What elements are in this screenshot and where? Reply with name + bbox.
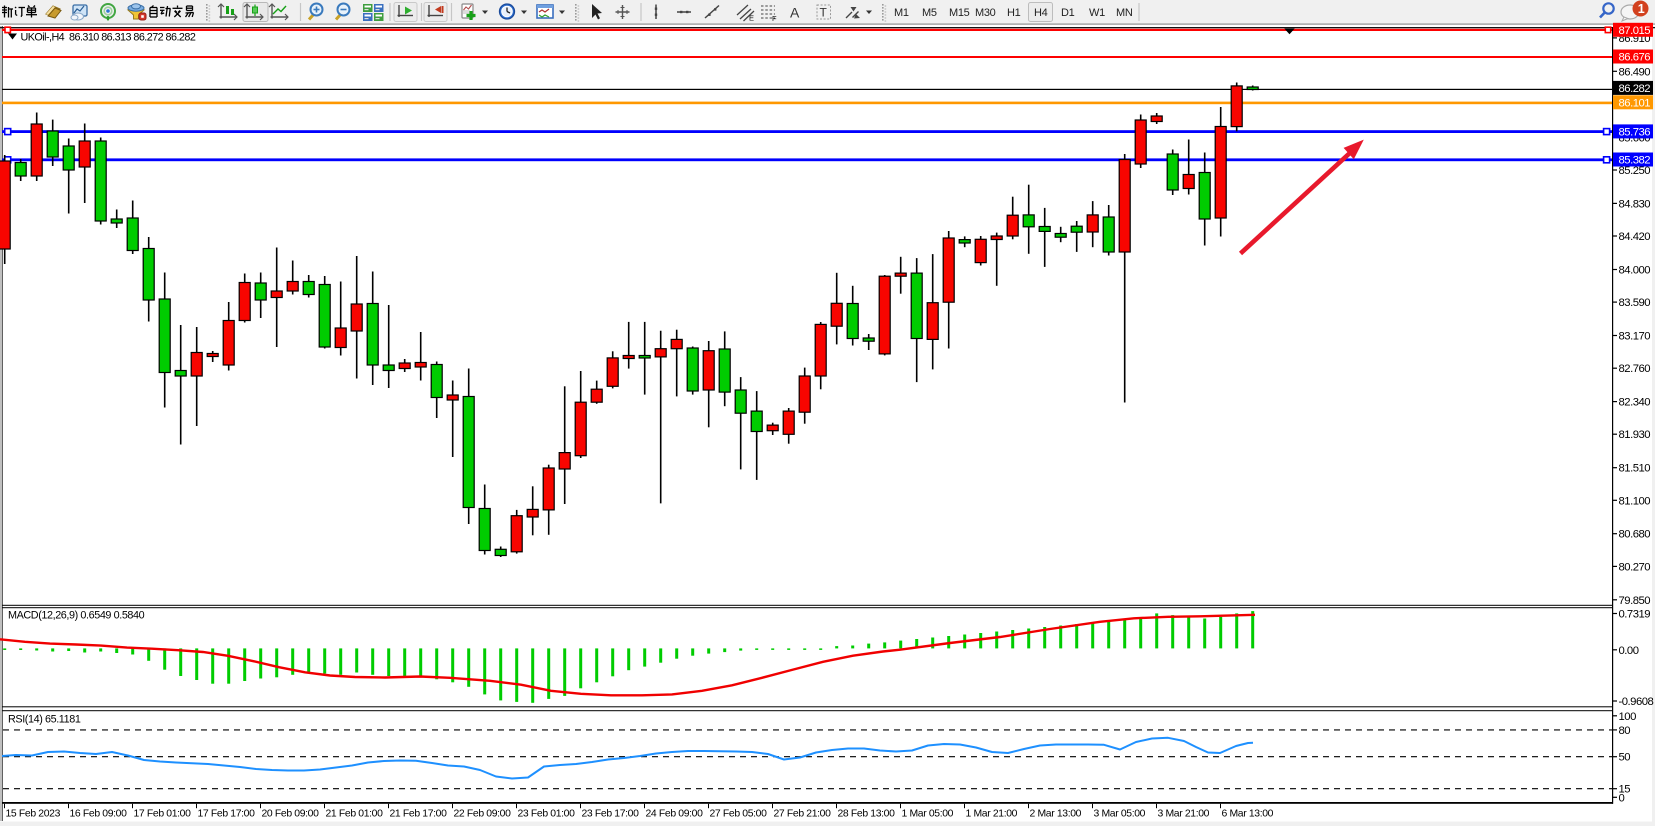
svg-text:81.510: 81.510 <box>1619 463 1651 475</box>
svg-text:20 Feb 09:00: 20 Feb 09:00 <box>262 808 320 819</box>
svg-text:83.170: 83.170 <box>1619 331 1651 343</box>
svg-text:24 Feb 09:00: 24 Feb 09:00 <box>646 808 704 819</box>
svg-text:27 Feb 05:00: 27 Feb 05:00 <box>710 808 768 819</box>
svg-text:82.340: 82.340 <box>1619 397 1651 409</box>
svg-text:100: 100 <box>1619 711 1637 723</box>
svg-text:3 Mar 05:00: 3 Mar 05:00 <box>1094 808 1146 819</box>
svg-text:M1: M1 <box>894 7 909 19</box>
svg-text:F: F <box>772 14 777 23</box>
svg-text:83.590: 83.590 <box>1619 297 1651 309</box>
svg-text:81.100: 81.100 <box>1619 495 1651 507</box>
svg-text:80.680: 80.680 <box>1619 529 1651 541</box>
svg-text:-0.9608: -0.9608 <box>1619 696 1654 708</box>
svg-text:T: T <box>820 6 828 20</box>
svg-text:MACD(12,26,9) 0.6549 0.5840: MACD(12,26,9) 0.6549 0.5840 <box>8 610 145 622</box>
svg-text:80.270: 80.270 <box>1619 561 1651 573</box>
svg-text:E: E <box>749 14 754 23</box>
svg-text:86.282: 86.282 <box>1619 83 1651 95</box>
svg-text:85.382: 85.382 <box>1619 155 1651 167</box>
svg-text:M30: M30 <box>975 7 996 19</box>
svg-text:85.250: 85.250 <box>1619 165 1651 177</box>
svg-text:1: 1 <box>1638 2 1645 16</box>
svg-text:86.101: 86.101 <box>1619 97 1651 109</box>
svg-text:86.490: 86.490 <box>1619 66 1651 78</box>
svg-text:1 Mar 05:00: 1 Mar 05:00 <box>902 808 954 819</box>
svg-text:15: 15 <box>1619 784 1631 796</box>
svg-text:87.015: 87.015 <box>1619 25 1651 37</box>
svg-text:23 Feb 01:00: 23 Feb 01:00 <box>518 808 576 819</box>
svg-text:84.830: 84.830 <box>1619 198 1651 210</box>
svg-text:23 Feb 17:00: 23 Feb 17:00 <box>582 808 640 819</box>
svg-text:H4: H4 <box>1034 7 1048 19</box>
svg-text:H1: H1 <box>1007 7 1021 19</box>
svg-text:0.7319: 0.7319 <box>1619 609 1651 621</box>
svg-text:27 Feb 21:00: 27 Feb 21:00 <box>774 808 832 819</box>
svg-text:RSI(14) 65.1181: RSI(14) 65.1181 <box>8 714 81 726</box>
svg-text:W1: W1 <box>1089 7 1105 19</box>
svg-text:2 Mar 13:00: 2 Mar 13:00 <box>1030 808 1082 819</box>
svg-text:22 Feb 09:00: 22 Feb 09:00 <box>454 808 512 819</box>
svg-text:82.760: 82.760 <box>1619 363 1651 375</box>
svg-text:A: A <box>790 5 800 21</box>
svg-text:D1: D1 <box>1061 7 1075 19</box>
svg-text:MN: MN <box>1116 7 1133 19</box>
svg-text:M5: M5 <box>922 7 937 19</box>
svg-text:3 Mar 21:00: 3 Mar 21:00 <box>1158 808 1210 819</box>
svg-text:21 Feb 01:00: 21 Feb 01:00 <box>326 808 384 819</box>
svg-text:16 Feb 09:00: 16 Feb 09:00 <box>70 808 128 819</box>
svg-text:50: 50 <box>1619 752 1631 764</box>
svg-text:21 Feb 17:00: 21 Feb 17:00 <box>390 808 448 819</box>
svg-text:84.000: 84.000 <box>1619 265 1651 277</box>
svg-text:15 Feb 2023: 15 Feb 2023 <box>6 808 61 819</box>
svg-text:17 Feb 17:00: 17 Feb 17:00 <box>198 808 256 819</box>
svg-text:84.420: 84.420 <box>1619 231 1651 243</box>
svg-text:81.930: 81.930 <box>1619 429 1651 441</box>
svg-text:0: 0 <box>1619 792 1625 804</box>
svg-text:85.736: 85.736 <box>1619 126 1651 138</box>
svg-text:6 Mar 13:00: 6 Mar 13:00 <box>1222 808 1274 819</box>
svg-text:1 Mar 21:00: 1 Mar 21:00 <box>966 808 1018 819</box>
svg-text:17 Feb 01:00: 17 Feb 01:00 <box>134 808 192 819</box>
svg-text:0.00: 0.00 <box>1619 645 1639 657</box>
svg-text:79.850: 79.850 <box>1619 595 1651 607</box>
svg-text:UKOil-,H4 86.310 86.313 86.27: UKOil-,H4 86.310 86.313 86.272 86.282 <box>21 32 196 44</box>
svg-text:M15: M15 <box>949 7 970 19</box>
svg-text:86.676: 86.676 <box>1619 52 1651 64</box>
svg-text:28 Feb 13:00: 28 Feb 13:00 <box>838 808 896 819</box>
svg-text:80: 80 <box>1619 725 1631 737</box>
